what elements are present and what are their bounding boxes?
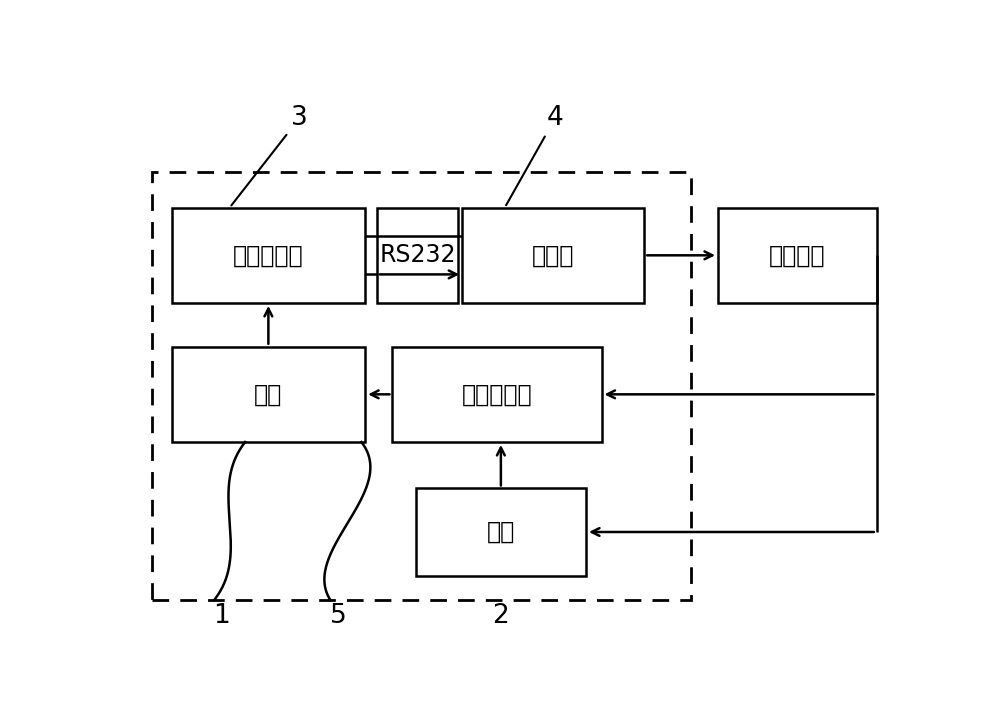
Bar xyxy=(718,207,877,303)
Text: RS232: RS232 xyxy=(379,244,456,268)
Bar xyxy=(172,347,365,442)
Bar xyxy=(377,207,458,303)
Text: 相机: 相机 xyxy=(254,382,283,406)
Text: 连铸坑样板: 连铸坑样板 xyxy=(462,382,532,406)
Text: 图像采集卡: 图像采集卡 xyxy=(233,244,304,268)
Bar xyxy=(172,207,365,303)
Text: 计算机: 计算机 xyxy=(532,244,574,268)
Bar xyxy=(416,489,586,576)
Bar xyxy=(152,172,691,600)
Text: 5: 5 xyxy=(330,603,347,629)
Text: 3: 3 xyxy=(231,105,308,205)
Bar xyxy=(392,347,602,442)
Bar xyxy=(462,207,644,303)
Text: 1: 1 xyxy=(214,603,230,629)
Text: 2: 2 xyxy=(492,603,509,629)
Text: 光源: 光源 xyxy=(487,520,515,544)
Text: 4: 4 xyxy=(506,105,564,205)
Text: 质检人员: 质检人员 xyxy=(769,244,826,268)
